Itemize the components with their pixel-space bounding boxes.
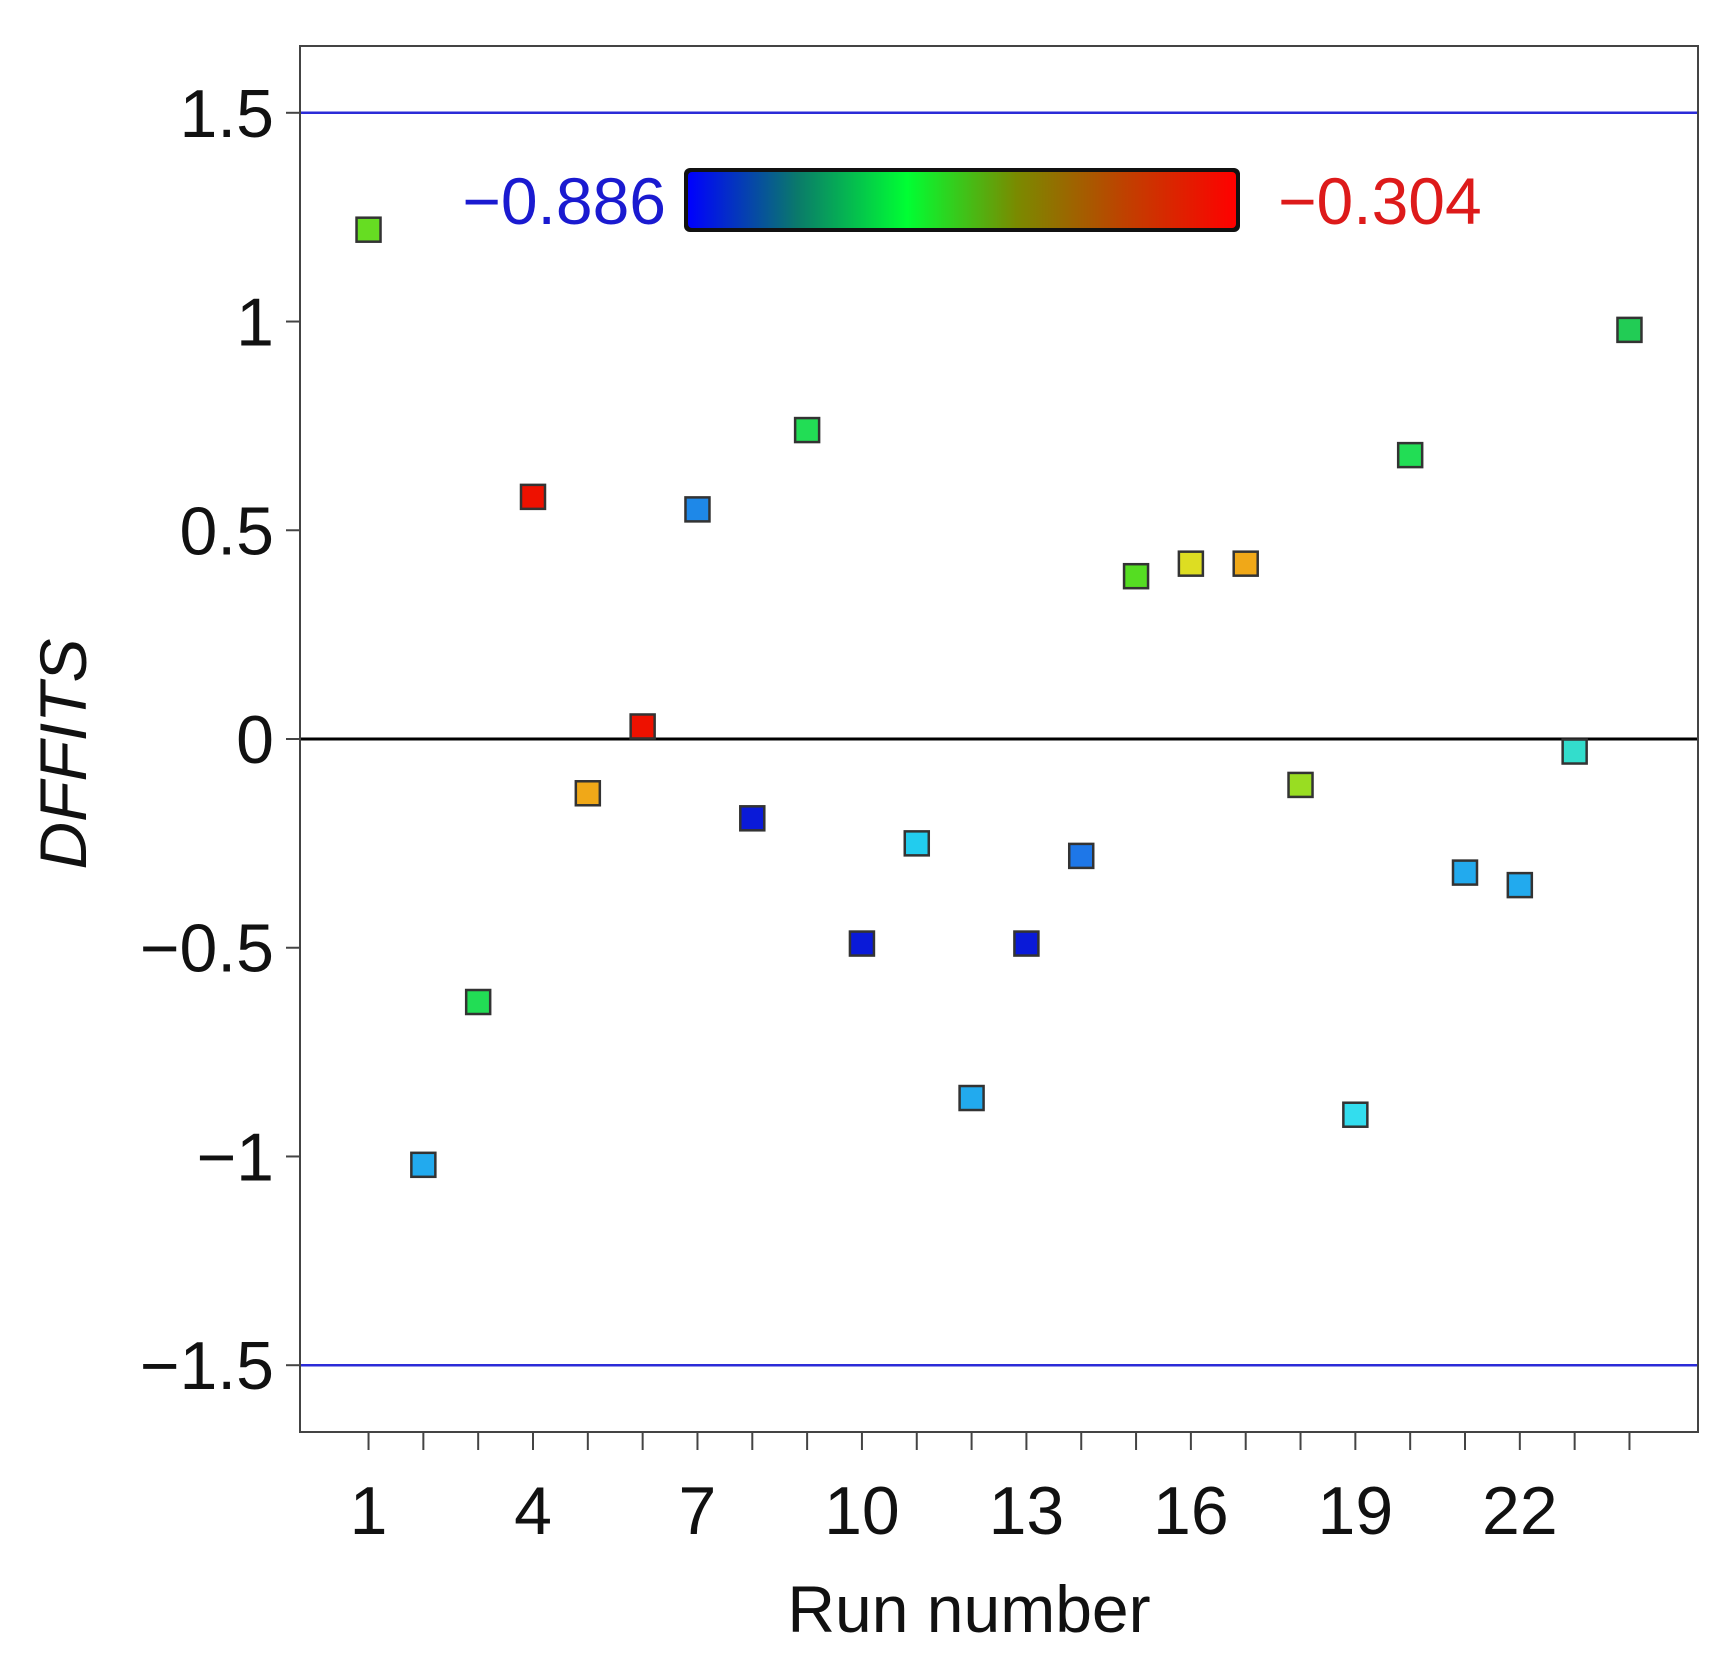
- data-points: [355, 216, 1643, 1179]
- colorbar-gradient: [688, 172, 1236, 228]
- data-point: [1287, 771, 1314, 799]
- data-point: [1561, 738, 1588, 765]
- data-point: [410, 1151, 437, 1179]
- data-point: [1451, 859, 1479, 886]
- y-axis-title: DFFITS: [26, 639, 100, 870]
- data-point: [1342, 1101, 1369, 1128]
- y-tick-label: 1: [236, 285, 274, 361]
- x-tick-label: 10: [824, 1473, 900, 1549]
- x-tick-label: 13: [989, 1473, 1065, 1549]
- data-point: [1616, 316, 1643, 344]
- data-point: [355, 216, 382, 243]
- x-axis-title: Run number: [787, 1572, 1150, 1646]
- x-axis: 1 4 7 10 13 16 19 22: [350, 1432, 1631, 1549]
- data-point: [464, 988, 492, 1016]
- y-tick-label: −0.5: [140, 911, 274, 987]
- reference-lines: [300, 111, 1698, 1367]
- x-tick-label: 22: [1482, 1473, 1558, 1549]
- x-tick-label: 19: [1318, 1473, 1394, 1549]
- y-tick-label: 0: [236, 702, 274, 778]
- data-point: [1177, 550, 1205, 577]
- y-tick-label: −1: [196, 1119, 274, 1195]
- data-point: [519, 483, 547, 511]
- data-point: [1122, 562, 1150, 590]
- data-point: [1067, 842, 1095, 870]
- data-point: [958, 1084, 985, 1112]
- x-tick-label: 1: [350, 1473, 388, 1549]
- x-tick-label: 4: [514, 1473, 552, 1549]
- colorbar-max-label: −0.304: [1278, 164, 1482, 238]
- data-point: [793, 416, 821, 444]
- data-point: [574, 780, 602, 807]
- data-point: [629, 713, 656, 740]
- x-tick-label: 7: [679, 1473, 717, 1549]
- colorbar-legend: −0.886 −0.304: [462, 164, 1481, 238]
- data-point: [903, 830, 931, 857]
- y-tick-label: 1.5: [179, 76, 274, 152]
- data-point: [684, 496, 711, 523]
- data-point: [739, 805, 766, 832]
- data-point: [1232, 550, 1259, 577]
- data-point: [848, 930, 876, 957]
- y-tick-label: −1.5: [140, 1328, 274, 1404]
- data-point: [1013, 930, 1040, 957]
- data-point: [1396, 441, 1424, 469]
- data-point: [1506, 871, 1534, 899]
- colorbar-min-label: −0.886: [462, 164, 666, 238]
- y-axis: 1.5 1 0.5 0 −0.5 −1 −1.5: [140, 76, 300, 1404]
- y-tick-label: 0.5: [179, 493, 274, 569]
- x-tick-label: 16: [1153, 1473, 1229, 1549]
